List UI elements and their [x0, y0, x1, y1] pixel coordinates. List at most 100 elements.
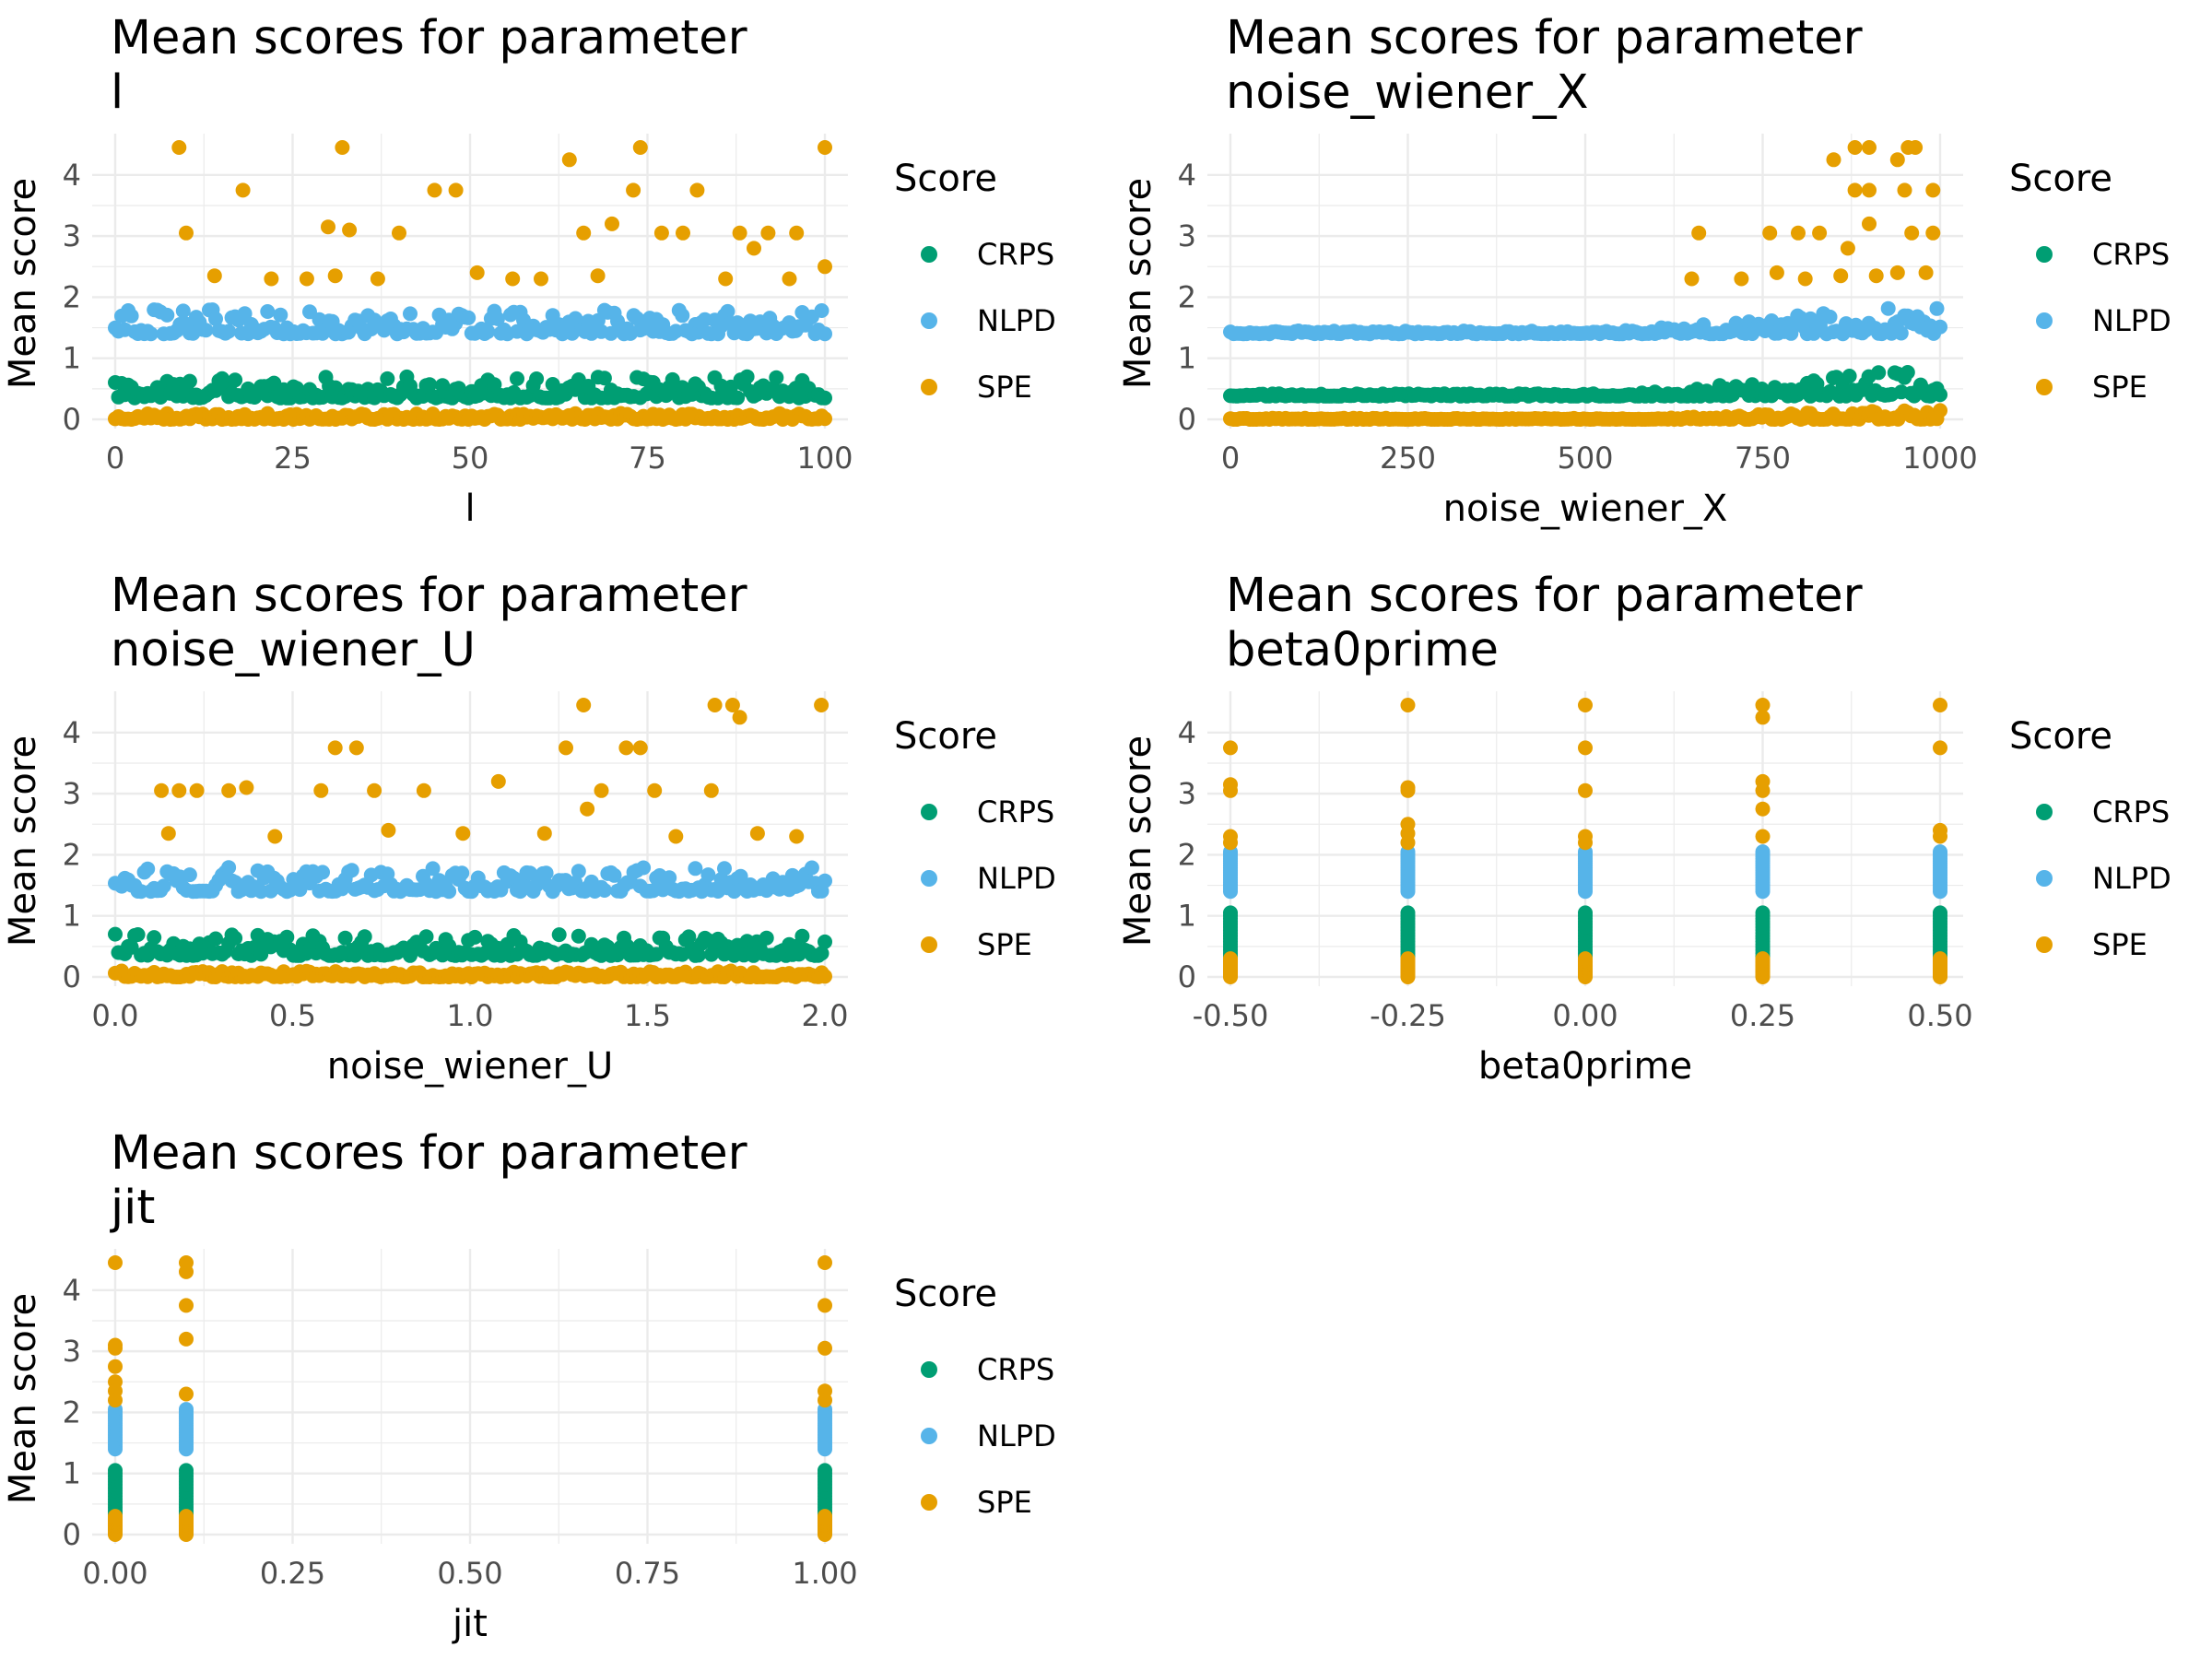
- point-crps: [1933, 905, 1947, 921]
- point-spe: [653, 225, 669, 241]
- chart-subtitle: beta0prime: [1226, 623, 1499, 677]
- point-spe: [1791, 225, 1806, 241]
- point-nlpd: [221, 860, 237, 876]
- point-spe: [534, 271, 548, 287]
- chart-subtitle: jit: [110, 1181, 155, 1235]
- chart-title: Mean scores for parameter: [1226, 11, 1863, 65]
- point-spe: [1400, 782, 1416, 798]
- y-tick-label: 3: [63, 218, 81, 253]
- point-spe: [1400, 835, 1416, 851]
- y-tick-label: 3: [1178, 218, 1196, 253]
- point-spe: [1833, 268, 1849, 284]
- x-tick-label: 25: [274, 441, 312, 476]
- point-spe: [221, 782, 237, 798]
- y-tick-label: 4: [1178, 158, 1196, 193]
- point-nlpd: [237, 306, 253, 322]
- point-spe: [179, 225, 194, 241]
- point-spe: [1797, 271, 1813, 287]
- point-spe: [576, 225, 592, 241]
- legend-title: Score: [894, 1273, 997, 1315]
- x-tick-label: 1.0: [447, 998, 494, 1033]
- y-tick-label: 0: [63, 1517, 81, 1552]
- point-crps: [730, 390, 746, 406]
- y-tick-label: 0: [63, 402, 81, 437]
- point-crps: [279, 929, 295, 945]
- point-spe: [618, 740, 634, 756]
- y-tick-label: 1: [1178, 899, 1196, 934]
- point-crps: [228, 372, 243, 388]
- point-spe: [1933, 403, 1947, 418]
- point-nlpd: [441, 884, 457, 900]
- point-crps: [1933, 387, 1947, 403]
- point-spe: [1862, 216, 1877, 231]
- point-spe: [1734, 271, 1749, 287]
- point-spe: [179, 1509, 194, 1524]
- point-spe: [299, 271, 314, 287]
- point-spe: [818, 140, 832, 155]
- point-crps: [357, 929, 372, 945]
- legend-key-crps: [921, 804, 937, 820]
- point-nlpd: [461, 310, 477, 325]
- y-tick-label: 0: [63, 959, 81, 994]
- y-tick-label: 2: [1178, 837, 1196, 872]
- x-tick-label: 0.0: [92, 998, 139, 1033]
- chart-title: Mean scores for parameter: [111, 11, 747, 65]
- point-crps: [769, 370, 784, 385]
- point-crps: [1578, 905, 1593, 921]
- point-spe: [1400, 951, 1416, 967]
- point-spe: [206, 268, 222, 284]
- y-tick-label: 2: [1178, 279, 1196, 314]
- x-tick-label: 75: [629, 441, 666, 476]
- legend-label-nlpd: NLPD: [977, 303, 1056, 338]
- point-nlpd: [1929, 300, 1945, 316]
- point-spe: [321, 219, 335, 235]
- point-spe: [179, 1331, 194, 1347]
- y-axis-title: Mean score: [1117, 178, 1159, 389]
- point-crps: [739, 369, 755, 384]
- point-spe: [1769, 265, 1784, 280]
- point-nlpd: [489, 311, 505, 326]
- point-spe: [313, 782, 329, 798]
- legend-key-crps: [921, 1361, 937, 1378]
- point-spe: [1862, 140, 1877, 155]
- point-spe: [1578, 951, 1593, 967]
- point-crps: [418, 929, 434, 945]
- point-spe: [632, 740, 648, 756]
- point-crps: [380, 371, 395, 386]
- point-nlpd: [1933, 844, 1947, 860]
- point-nlpd: [538, 865, 554, 881]
- point-spe: [505, 271, 521, 287]
- point-crps: [1223, 905, 1238, 921]
- point-spe: [108, 1509, 123, 1524]
- y-tick-label: 3: [63, 776, 81, 811]
- legend-key-nlpd: [921, 870, 937, 887]
- point-spe: [747, 241, 761, 256]
- point-spe: [1904, 225, 1920, 241]
- point-spe: [576, 698, 592, 712]
- point-spe: [370, 271, 385, 287]
- point-nlpd: [143, 326, 159, 342]
- point-spe: [676, 225, 690, 241]
- x-tick-label: 2.0: [802, 998, 849, 1033]
- point-spe: [1578, 835, 1593, 851]
- y-tick-label: 4: [63, 158, 81, 193]
- point-spe: [416, 782, 431, 798]
- point-spe: [1223, 835, 1238, 851]
- y-tick-label: 3: [1178, 776, 1196, 811]
- point-nlpd: [720, 303, 735, 319]
- legend-title: Score: [894, 158, 997, 200]
- point-nlpd: [315, 865, 330, 880]
- point-spe: [1755, 801, 1771, 817]
- point-spe: [1918, 265, 1934, 280]
- point-crps: [571, 928, 586, 944]
- legend-label-spe: SPE: [977, 927, 1032, 962]
- point-nlpd: [675, 308, 690, 324]
- point-spe: [1847, 140, 1863, 155]
- point-crps: [681, 929, 697, 945]
- y-tick-label: 0: [1178, 959, 1196, 994]
- x-tick-label: 500: [1557, 441, 1613, 476]
- point-spe: [1868, 268, 1884, 284]
- point-crps: [551, 927, 567, 943]
- y-tick-label: 1: [1178, 341, 1196, 376]
